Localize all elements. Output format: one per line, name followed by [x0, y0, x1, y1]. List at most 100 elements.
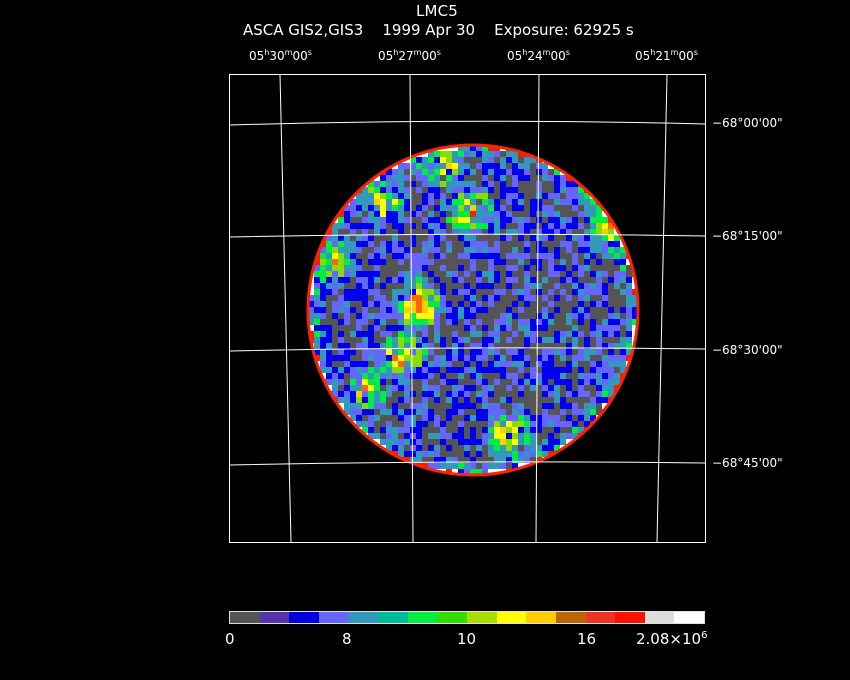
image-pixel — [428, 409, 434, 415]
image-pixel — [488, 289, 494, 295]
image-pixel — [350, 217, 356, 223]
image-pixel — [488, 151, 494, 157]
image-pixel — [326, 379, 332, 385]
image-pixel — [320, 319, 326, 325]
image-pixel — [482, 169, 488, 175]
image-pixel — [602, 223, 608, 229]
image-pixel — [440, 355, 446, 361]
image-pixel — [506, 259, 512, 265]
image-pixel — [500, 205, 506, 211]
image-pixel — [518, 361, 524, 367]
image-pixel — [548, 379, 554, 385]
image-pixel — [488, 367, 494, 373]
image-pixel — [404, 415, 410, 421]
image-pixel — [608, 265, 614, 271]
image-pixel — [440, 439, 446, 445]
image-pixel — [542, 355, 548, 361]
image-pixel — [548, 391, 554, 397]
image-pixel — [500, 355, 506, 361]
image-pixel — [458, 331, 464, 337]
image-pixel — [458, 211, 464, 217]
image-pixel — [392, 439, 398, 445]
image-pixel — [380, 175, 386, 181]
image-pixel — [572, 193, 578, 199]
image-pixel — [524, 283, 530, 289]
image-pixel — [536, 229, 542, 235]
image-pixel — [440, 235, 446, 241]
image-pixel — [596, 319, 602, 325]
image-pixel — [476, 337, 482, 343]
image-pixel — [440, 175, 446, 181]
image-pixel — [560, 301, 566, 307]
image-pixel — [476, 325, 482, 331]
image-pixel — [494, 175, 500, 181]
image-pixel — [614, 361, 620, 367]
image-pixel — [404, 451, 410, 457]
image-pixel — [392, 397, 398, 403]
image-pixel — [476, 193, 482, 199]
image-pixel — [386, 325, 392, 331]
image-pixel — [350, 283, 356, 289]
colorbar-swatch — [259, 612, 290, 623]
image-pixel — [464, 319, 470, 325]
image-pixel — [320, 355, 326, 361]
image-pixel — [500, 277, 506, 283]
image-pixel — [482, 247, 488, 253]
image-pixel — [452, 181, 458, 187]
image-pixel — [362, 397, 368, 403]
image-pixel — [422, 361, 428, 367]
image-pixel — [356, 205, 362, 211]
image-pixel — [464, 181, 470, 187]
image-pixel — [332, 259, 338, 265]
image-pixel — [494, 187, 500, 193]
image-pixel — [428, 325, 434, 331]
image-pixel — [452, 403, 458, 409]
image-pixel — [398, 211, 404, 217]
image-pixel — [596, 283, 602, 289]
image-pixel — [416, 433, 422, 439]
image-pixel — [464, 229, 470, 235]
image-pixel — [458, 217, 464, 223]
image-pixel — [512, 403, 518, 409]
image-pixel — [374, 175, 380, 181]
image-pixel — [494, 433, 500, 439]
image-pixel — [524, 415, 530, 421]
image-pixel — [374, 289, 380, 295]
image-pixel — [380, 367, 386, 373]
image-pixel — [542, 445, 548, 451]
image-pixel — [464, 241, 470, 247]
image-pixel — [566, 301, 572, 307]
image-pixel — [554, 409, 560, 415]
image-pixel — [506, 199, 512, 205]
image-pixel — [356, 289, 362, 295]
image-pixel — [626, 343, 632, 349]
image-pixel — [518, 175, 524, 181]
image-pixel — [464, 331, 470, 337]
image-pixel — [566, 427, 572, 433]
image-pixel — [464, 355, 470, 361]
image-pixel — [554, 169, 560, 175]
image-pixel — [506, 169, 512, 175]
image-pixel — [344, 271, 350, 277]
image-pixel — [596, 241, 602, 247]
image-pixel — [506, 157, 512, 163]
image-pixel — [476, 211, 482, 217]
image-pixel — [500, 319, 506, 325]
image-pixel — [458, 301, 464, 307]
image-pixel — [578, 403, 584, 409]
image-pixel — [338, 235, 344, 241]
image-pixel — [434, 169, 440, 175]
image-pixel — [572, 433, 578, 439]
image-pixel — [560, 187, 566, 193]
image-pixel — [542, 433, 548, 439]
image-pixel — [422, 385, 428, 391]
image-pixel — [512, 187, 518, 193]
image-pixel — [542, 187, 548, 193]
image-pixel — [314, 283, 320, 289]
image-pixel — [578, 427, 584, 433]
image-pixel — [446, 193, 452, 199]
image-pixel — [422, 373, 428, 379]
image-pixel — [470, 181, 476, 187]
image-pixel — [512, 235, 518, 241]
image-pixel — [524, 373, 530, 379]
